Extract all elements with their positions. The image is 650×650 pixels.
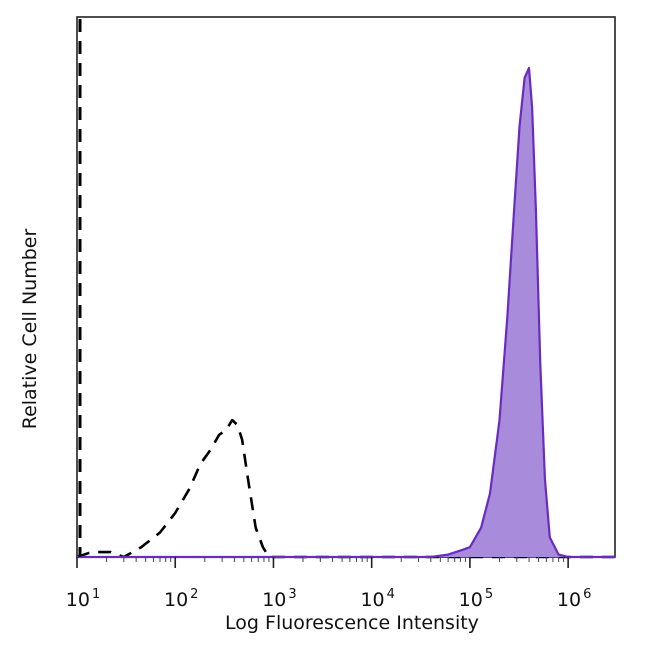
series-0-line [76, 418, 615, 559]
y-axis-title: Relative Cell Number [19, 229, 41, 430]
x-tick-label-5: 10 6 [557, 587, 591, 611]
x-axis-title: Log Fluorescence Intensity [225, 612, 479, 634]
x-tick-label-2: 10 3 [262, 587, 296, 611]
x-ticks: 10 1 10 2 10 3 10 4 10 5 10 6 [66, 557, 591, 611]
series-layer [76, 19, 615, 559]
x-tick-label-0: 10 1 [66, 587, 100, 611]
series-1-line [77, 66, 615, 559]
x-tick-label-1: 10 2 [164, 587, 198, 611]
x-tick-label-3: 10 4 [360, 587, 394, 611]
x-tick-label-4: 10 5 [459, 587, 493, 611]
